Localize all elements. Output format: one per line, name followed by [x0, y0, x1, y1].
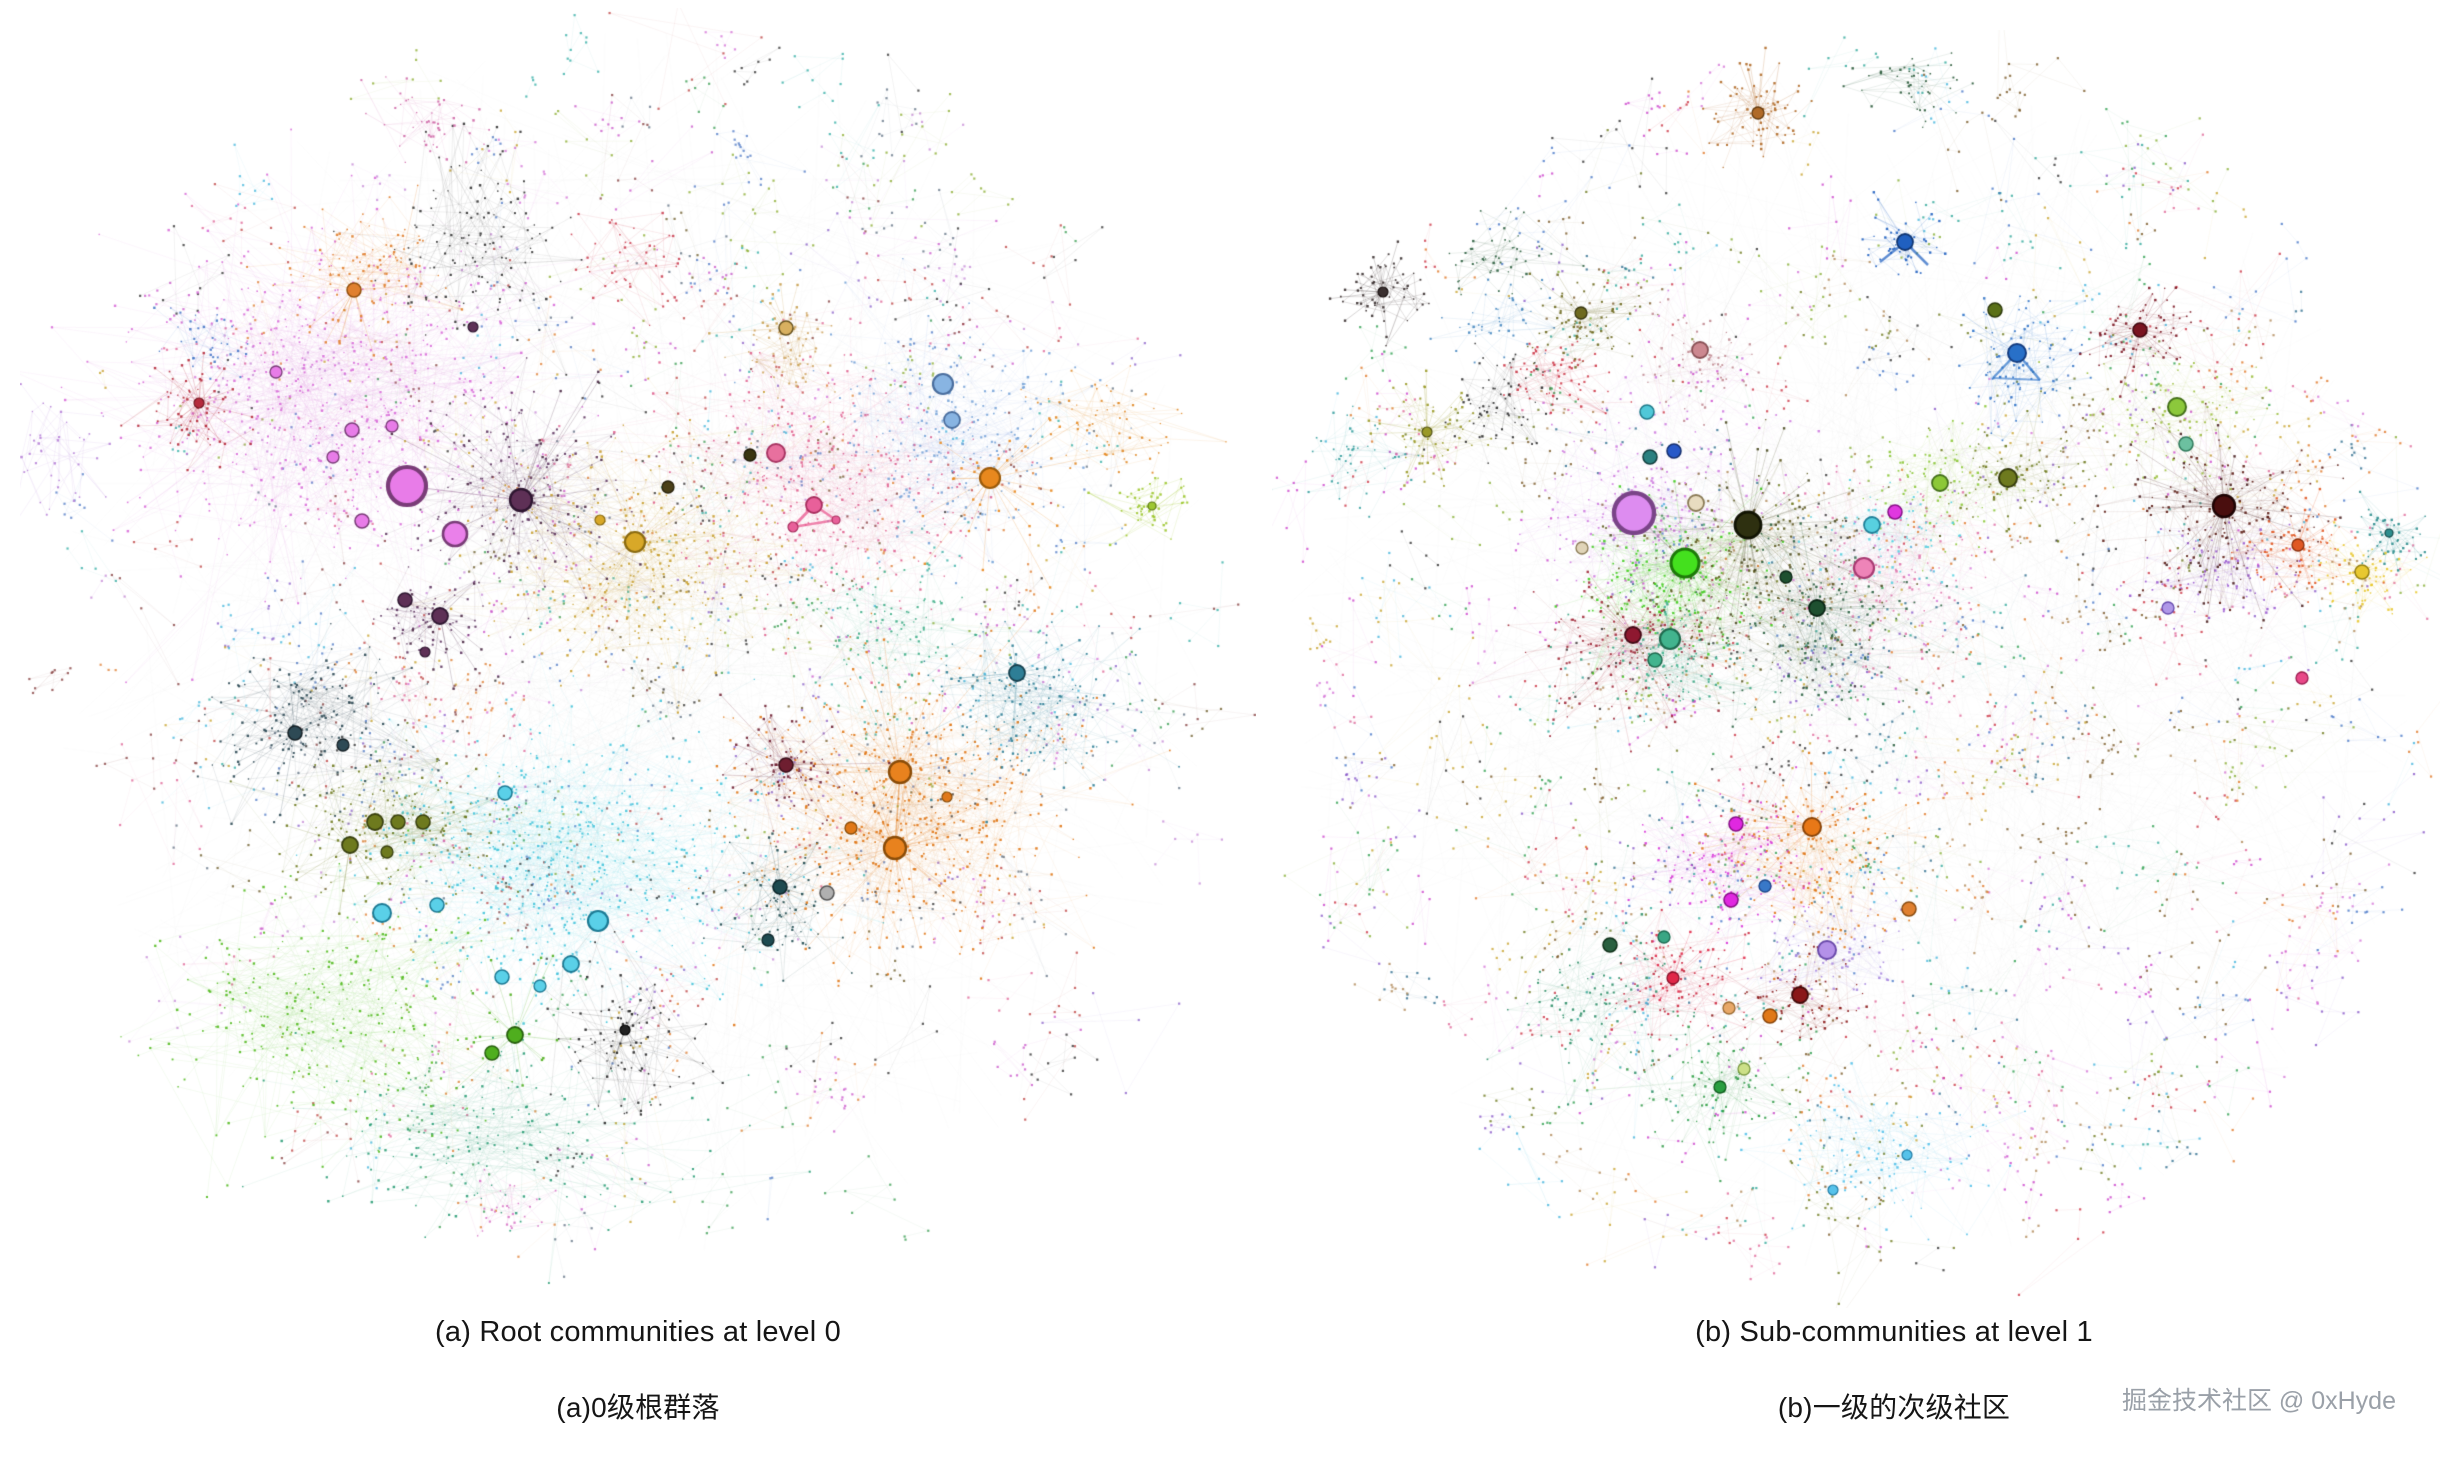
caption-b-english: (b) Sub-communities at level 1: [1695, 1316, 2093, 1348]
graph-canvas-root-communities: [20, 8, 1256, 1288]
caption-b-chinese: (b)一级的次级社区: [1777, 1392, 2011, 1423]
caption-a-english: (a) Root communities at level 0: [435, 1316, 841, 1348]
graph-canvas-sub-communities: [1272, 30, 2440, 1308]
watermark-text: 掘金技术社区 @ 0xHyde: [2121, 1387, 2396, 1415]
caption-a-chinese: (a)0级根群落: [556, 1392, 720, 1423]
